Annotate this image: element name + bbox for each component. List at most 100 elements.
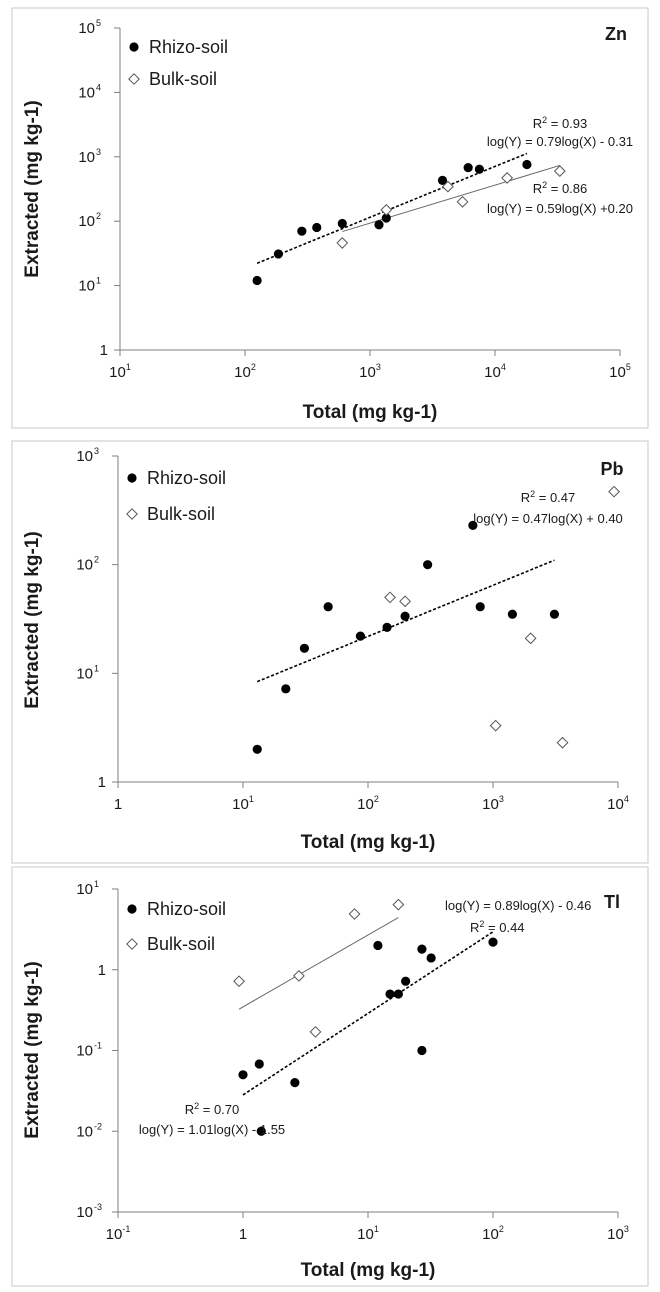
r-squared-label: R2 = 0.47 bbox=[521, 489, 576, 505]
x-tick-label: 101 bbox=[232, 794, 254, 813]
series-rhizo-soil bbox=[252, 159, 532, 286]
data-point bbox=[385, 989, 395, 999]
data-point bbox=[254, 1059, 264, 1069]
data-point bbox=[374, 220, 384, 230]
data-point bbox=[437, 175, 448, 186]
data-point bbox=[373, 940, 383, 951]
data-point bbox=[474, 164, 484, 174]
x-axis-title: Total (mg kg-1) bbox=[301, 1260, 436, 1281]
data-point bbox=[524, 632, 537, 645]
panel-frame bbox=[11, 7, 649, 429]
data-point bbox=[382, 622, 392, 632]
y-tick-label: 10-3 bbox=[76, 1202, 102, 1221]
data-point bbox=[392, 898, 405, 911]
r-squared-label: R2 = 0.44 bbox=[470, 919, 525, 935]
data-point bbox=[312, 222, 322, 233]
data-point bbox=[323, 602, 333, 612]
fit-line-bulk-soil bbox=[238, 917, 399, 1010]
fit-line-bulk-soil bbox=[342, 164, 560, 233]
r-squared-label: R2 = 0.86 bbox=[533, 180, 588, 196]
data-point bbox=[553, 165, 566, 177]
x-tick-label: 102 bbox=[482, 1224, 504, 1243]
legend-label: Bulk-soil bbox=[149, 69, 217, 89]
data-point bbox=[348, 908, 361, 920]
y-tick-label: 105 bbox=[78, 18, 101, 37]
data-point bbox=[290, 1078, 300, 1088]
y-tick-label: 10-1 bbox=[76, 1041, 102, 1060]
data-point bbox=[252, 275, 262, 286]
legend-label: Rhizo-soil bbox=[147, 899, 226, 919]
data-point bbox=[417, 944, 427, 954]
data-point bbox=[488, 937, 498, 947]
data-point bbox=[417, 1045, 427, 1056]
series-rhizo-soil bbox=[252, 520, 560, 754]
x-tick-label: 1 bbox=[239, 1226, 247, 1243]
chart-panel-tl: 10-1 1 101 102 103 10-3 10-2 10-1 1 101 Total (mg … bbox=[11, 866, 649, 1287]
y-tick-label: 103 bbox=[76, 446, 99, 465]
x-axis-title: Total (mg kg-1) bbox=[303, 402, 438, 423]
regression-equation: log(Y) = 0.79log(X) - 0.31 bbox=[487, 134, 633, 149]
regression-equation: log(Y) = 1.01log(X) - 1.55 bbox=[139, 1122, 285, 1137]
x-tick-label: 102 bbox=[357, 794, 379, 813]
x-tick-label: 103 bbox=[359, 362, 381, 381]
data-point bbox=[423, 560, 433, 570]
data-point bbox=[522, 159, 532, 170]
data-point bbox=[393, 989, 403, 999]
legend-marker bbox=[128, 73, 140, 85]
y-tick-label: 104 bbox=[78, 82, 101, 101]
series-bulk-soil bbox=[384, 485, 620, 749]
y-tick-label: 101 bbox=[78, 276, 101, 295]
data-point bbox=[400, 611, 410, 621]
x-tick-label: 1 bbox=[114, 796, 122, 813]
r-squared-label: R2 = 0.70 bbox=[185, 1101, 240, 1117]
data-point bbox=[273, 249, 283, 259]
data-point bbox=[475, 602, 485, 612]
legend-label: Bulk-soil bbox=[147, 504, 215, 524]
y-tick-label: 1 bbox=[100, 342, 108, 359]
panel-frame bbox=[11, 866, 649, 1287]
data-point bbox=[297, 226, 307, 236]
legend-marker bbox=[126, 508, 138, 520]
y-tick-label: 102 bbox=[76, 555, 99, 574]
data-point bbox=[337, 218, 347, 229]
regression-equation: log(Y) = 0.89log(X) - 0.46 bbox=[445, 898, 591, 913]
fit-line-rhizo-soil bbox=[242, 931, 494, 1096]
data-point bbox=[336, 237, 349, 249]
y-tick-label: 102 bbox=[78, 211, 101, 230]
data-point bbox=[501, 172, 514, 184]
legend-marker bbox=[126, 938, 138, 950]
data-point bbox=[381, 213, 391, 223]
panel-label: Pb bbox=[600, 459, 623, 479]
fit-line-rhizo-soil bbox=[256, 559, 555, 683]
legend-label: Rhizo-soil bbox=[149, 37, 228, 57]
data-point bbox=[281, 684, 291, 694]
series-bulk-soil bbox=[336, 165, 566, 249]
legend-label: Rhizo-soil bbox=[147, 468, 226, 488]
r-squared-label: R2 = 0.93 bbox=[533, 115, 588, 131]
data-point bbox=[608, 485, 620, 498]
x-tick-label: 102 bbox=[234, 362, 256, 381]
data-point bbox=[399, 595, 411, 608]
series-rhizo-soil bbox=[238, 937, 498, 1136]
x-tick-label: 103 bbox=[607, 1224, 629, 1243]
panel-frame bbox=[11, 440, 649, 864]
data-point bbox=[238, 1070, 248, 1080]
x-tick-label: 101 bbox=[357, 1224, 379, 1243]
x-tick-label: 103 bbox=[482, 794, 504, 813]
data-point bbox=[463, 162, 473, 173]
panel-label: Zn bbox=[605, 24, 627, 44]
data-point bbox=[468, 520, 478, 530]
x-axis-title: Total (mg kg-1) bbox=[301, 832, 436, 853]
data-point bbox=[549, 609, 560, 619]
x-tick-label: 104 bbox=[607, 794, 629, 813]
data-point bbox=[441, 180, 454, 193]
x-tick-label: 101 bbox=[109, 362, 131, 381]
legend-marker bbox=[129, 42, 139, 52]
y-tick-label: 10-2 bbox=[76, 1121, 102, 1140]
data-point bbox=[426, 953, 436, 963]
x-tick-label: 104 bbox=[484, 362, 506, 381]
x-tick-label: 10-1 bbox=[106, 1224, 131, 1243]
series-bulk-soil bbox=[233, 898, 405, 1038]
